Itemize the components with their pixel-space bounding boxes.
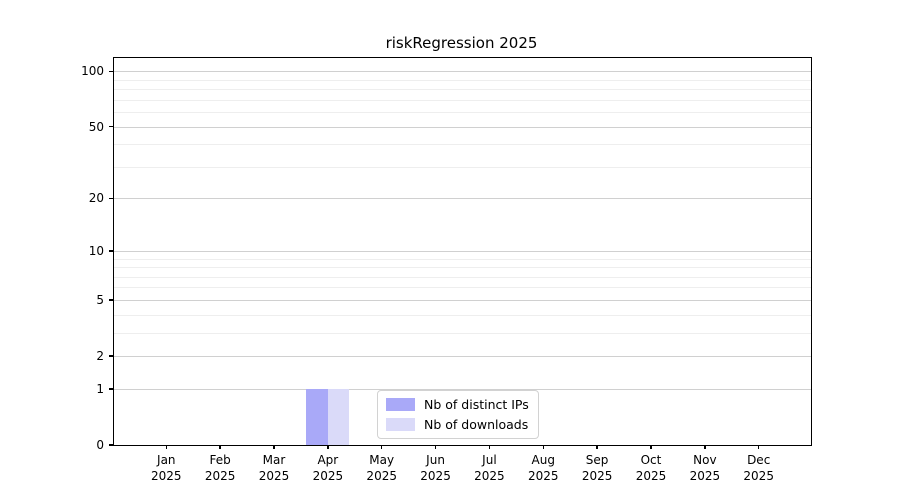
x-tick-year: 2025: [366, 469, 397, 484]
y-tick-label: 0: [96, 438, 104, 452]
legend-swatch-downloads: [386, 418, 415, 431]
x-tick-year: 2025: [258, 469, 290, 484]
y-axis-tick: [108, 388, 113, 390]
x-tick-label: Apr 2025: [313, 452, 344, 484]
x-tick-month: Apr: [317, 453, 339, 467]
y-tick-label: 100: [81, 64, 104, 79]
x-tick-label: Jul 2025: [474, 452, 505, 484]
y-gridline-minor: [114, 144, 811, 146]
x-tick-label: Aug 2025: [528, 452, 559, 484]
x-axis-tick: [327, 445, 329, 449]
y-tick-label: 5: [96, 292, 104, 307]
y-tick-label: 10: [88, 243, 104, 258]
y-axis-tick: [108, 197, 113, 200]
x-axis-tick: [273, 445, 275, 449]
x-tick-year: 2025: [581, 469, 613, 484]
x-tick-label: Oct 2025: [636, 452, 667, 484]
x-tick-month: Jun: [426, 453, 445, 467]
y-gridline-major: [114, 356, 811, 358]
y-axis-tick: [108, 250, 113, 252]
y-axis-tick: [108, 299, 113, 301]
y-gridline-major: [114, 299, 811, 301]
x-tick-year: 2025: [151, 469, 182, 484]
y-gridline-minor: [114, 99, 811, 101]
x-axis-tick: [381, 445, 383, 449]
bar-downloads: [327, 388, 350, 445]
x-axis-tick: [596, 445, 598, 449]
y-gridline-minor: [114, 276, 811, 278]
legend-entry-downloads: Nb of downloads: [386, 417, 529, 432]
y-gridline-major: [114, 250, 811, 252]
y-tick-label: 2: [96, 349, 104, 364]
x-tick-label: Mar 2025: [259, 452, 290, 484]
x-tick-month: Sep: [585, 453, 609, 467]
x-tick-label: May 2025: [366, 452, 397, 484]
y-axis-tick: [108, 355, 113, 357]
x-tick-label: Jun 2025: [420, 452, 451, 484]
y-gridline-minor: [114, 89, 811, 91]
legend-label-downloads: Nb of downloads: [424, 417, 529, 432]
y-tick-label: 20: [88, 191, 104, 206]
x-tick-month: Oct: [640, 453, 662, 467]
x-tick-year: 2025: [312, 469, 344, 484]
legend-label-distinct-ips: Nb of distinct IPs: [424, 397, 529, 412]
x-tick-year: 2025: [528, 469, 559, 484]
x-tick-month: Jan: [157, 453, 176, 467]
x-axis-tick: [219, 445, 221, 449]
x-axis-tick: [704, 445, 706, 449]
y-gridline-minor: [114, 258, 811, 260]
y-gridline-minor: [114, 287, 811, 289]
x-axis-tick: [165, 445, 167, 449]
x-tick-year: 2025: [420, 469, 451, 484]
chart-title: riskRegression 2025: [385, 34, 538, 52]
bar-distinct-ips: [306, 388, 328, 445]
x-tick-year: 2025: [743, 469, 774, 484]
y-tick-label: 50: [88, 119, 104, 134]
x-tick-label: Nov 2025: [690, 452, 721, 484]
y-gridline-minor: [114, 112, 811, 114]
y-axis-tick: [108, 125, 113, 128]
x-tick-year: 2025: [474, 469, 505, 484]
x-tick-month: May: [369, 453, 395, 467]
x-tick-year: 2025: [204, 469, 236, 484]
x-tick-month: Nov: [693, 453, 717, 467]
x-axis-tick: [758, 445, 760, 449]
y-axis-tick: [108, 70, 113, 72]
y-gridline-minor: [114, 79, 811, 81]
legend-entry-distinct-ips: Nb of distinct IPs: [386, 397, 529, 412]
x-tick-year: 2025: [635, 469, 667, 484]
y-gridline-minor: [114, 332, 811, 334]
x-axis-tick: [542, 445, 544, 449]
y-gridline-major: [114, 388, 811, 390]
y-gridline-major: [114, 198, 811, 200]
y-axis-tick: [108, 444, 113, 446]
x-tick-month: Dec: [747, 453, 771, 467]
x-tick-year: 2025: [689, 469, 721, 484]
y-gridline-minor: [114, 267, 811, 269]
y-gridline-major: [114, 126, 811, 128]
y-gridline-major: [114, 71, 811, 73]
x-tick-month: Mar: [262, 453, 286, 467]
x-tick-label: Sep 2025: [582, 452, 613, 484]
y-tick-label: 1: [96, 381, 104, 396]
x-tick-label: Dec 2025: [743, 452, 774, 484]
x-tick-label: Jan 2025: [151, 452, 182, 484]
x-tick-label: Feb 2025: [205, 452, 236, 484]
x-axis-tick: [650, 445, 652, 449]
x-axis-tick: [488, 445, 491, 449]
x-tick-month: Jul: [482, 453, 497, 467]
legend: Nb of distinct IPs Nb of downloads: [377, 390, 539, 439]
x-tick-month: Aug: [531, 453, 555, 467]
y-gridline-minor: [114, 314, 811, 316]
x-tick-month: Feb: [209, 453, 231, 467]
x-axis-tick: [434, 445, 437, 449]
legend-swatch-distinct-ips: [386, 398, 415, 411]
plot-area: Nb of distinct IPs Nb of downloads 0 1 2 5 1…: [81, 57, 812, 483]
y-gridline-minor: [114, 166, 811, 168]
